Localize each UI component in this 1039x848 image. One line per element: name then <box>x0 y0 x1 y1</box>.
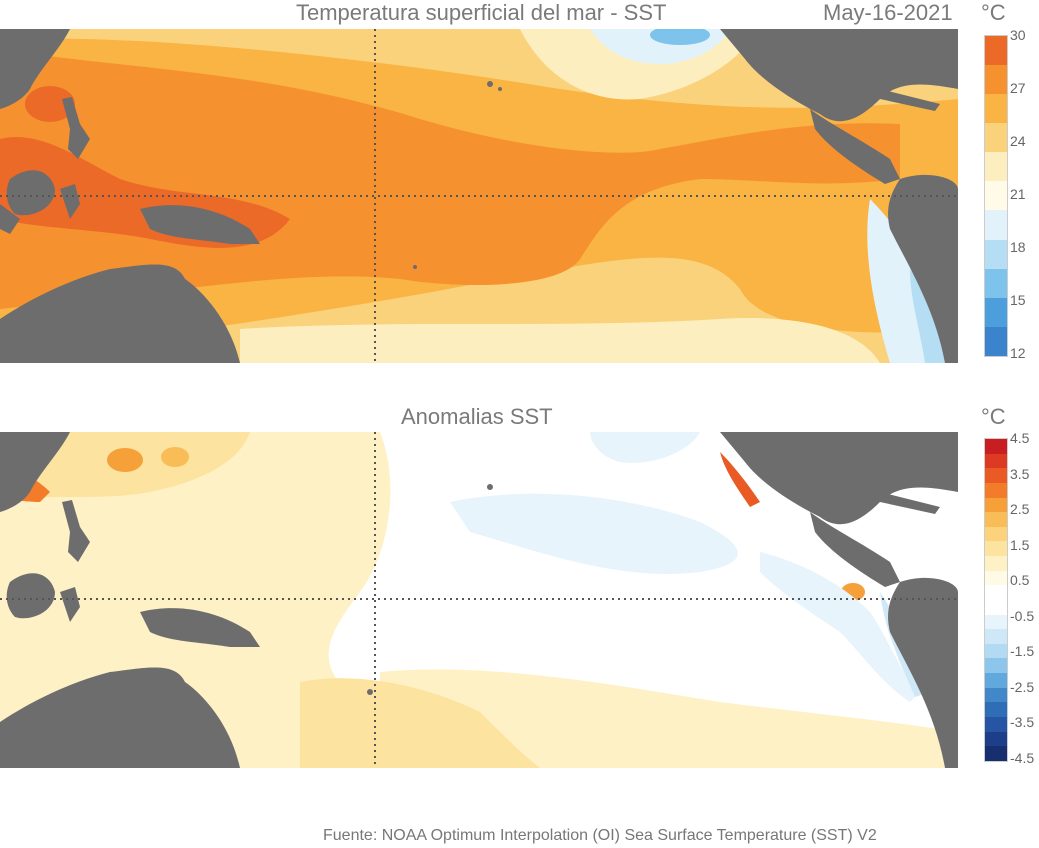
land-australia <box>0 667 240 768</box>
land-north-america <box>720 29 958 122</box>
colorbar-tick-label: 30 <box>1010 27 1026 43</box>
colorbar-swatch <box>985 673 1007 688</box>
sst-date: May-16-2021 <box>823 0 953 25</box>
land-hawaii-2 <box>498 87 502 91</box>
colorbar-tick-label: 24 <box>1010 133 1026 149</box>
colorbar-swatch <box>985 614 1007 630</box>
colorbar-swatch <box>985 512 1007 527</box>
colorbar-tick-label: -4.5 <box>1010 750 1035 766</box>
land-island <box>413 265 417 269</box>
colorbar-swatch <box>985 746 1007 761</box>
land-new-guinea <box>140 608 260 647</box>
colorbar-tick-label: 2.5 <box>1010 501 1030 518</box>
land-sumatra <box>0 204 20 234</box>
anomalies-title: Anomalias SST <box>401 404 553 429</box>
anomalies-unit: °C <box>981 404 1006 429</box>
colorbar-swatch <box>985 497 1007 513</box>
sst-warm-spot <box>25 86 75 122</box>
colorbar-tick-label: 12 <box>1010 345 1026 361</box>
anomalies-map <box>0 432 958 768</box>
land-asia <box>0 29 70 109</box>
colorbar-swatch <box>985 702 1007 717</box>
source-note: Fuente: NOAA Optimum Interpolation (OI) … <box>323 827 877 844</box>
colorbar-swatch <box>985 326 1007 356</box>
colorbar-swatch <box>985 731 1007 747</box>
colorbar-swatch <box>985 482 1007 498</box>
land-sulawesi <box>60 184 80 219</box>
colorbar-swatch <box>985 585 1007 600</box>
land-south-america <box>888 174 958 363</box>
colorbar-tick-label: 4.5 <box>1010 430 1030 446</box>
colorbar-tick-label: 0.5 <box>1010 572 1030 589</box>
colorbar-swatch <box>985 643 1007 659</box>
colorbar-swatch <box>985 210 1007 240</box>
land-asia <box>0 432 70 512</box>
land-south-america <box>888 577 958 768</box>
anom-warm-spot-1 <box>107 448 143 472</box>
land-cuba <box>880 492 940 514</box>
sst-cold-spot <box>650 29 710 45</box>
colorbar-tick-label: -3.5 <box>1010 714 1035 731</box>
colorbar-swatch <box>985 658 1007 673</box>
colorbar-swatch <box>985 570 1007 586</box>
land-north-america <box>720 432 958 525</box>
colorbar-tick-label: 18 <box>1010 239 1026 255</box>
colorbar-tick-label: 15 <box>1010 292 1026 308</box>
anom-warm-south <box>380 669 958 768</box>
colorbar-swatch <box>985 297 1007 327</box>
sst-map <box>0 29 958 363</box>
colorbar-tick-label: 1.5 <box>1010 536 1030 553</box>
colorbar-swatch <box>985 716 1007 732</box>
sst-colorbar <box>984 35 1008 357</box>
colorbar-swatch <box>985 36 1007 66</box>
colorbar-swatch <box>985 181 1007 211</box>
colorbar-swatch <box>985 599 1007 615</box>
land-borneo <box>6 573 55 619</box>
land-new-guinea <box>140 205 260 244</box>
colorbar-swatch <box>985 629 1007 644</box>
sst-unit: °C <box>981 0 1006 25</box>
anom-warm-spot-2 <box>161 447 189 467</box>
colorbar-tick-label: -0.5 <box>1010 607 1035 624</box>
land-cuba <box>880 89 940 111</box>
anom-cool-east <box>760 552 920 702</box>
colorbar-swatch <box>985 65 1007 95</box>
colorbar-tick-label: -1.5 <box>1010 643 1035 660</box>
land-philippines <box>62 97 90 159</box>
colorbar-swatch <box>985 556 1007 571</box>
colorbar-swatch <box>985 687 1007 703</box>
colorbar-swatch <box>985 526 1007 542</box>
land-hawaii <box>487 81 493 87</box>
colorbar-swatch <box>985 268 1007 298</box>
anom-warm-baja <box>720 452 760 507</box>
anom-warm-south-2 <box>300 678 540 768</box>
colorbar-swatch <box>985 239 1007 269</box>
land-philippines <box>62 500 90 562</box>
colorbar-tick-label: -2.5 <box>1010 678 1035 695</box>
land-central-america <box>810 512 900 587</box>
colorbar-swatch <box>985 152 1007 182</box>
land-central-america <box>810 109 900 184</box>
land-hawaii <box>487 484 493 490</box>
anom-cool-central <box>450 493 738 574</box>
colorbar-swatch <box>985 453 1007 469</box>
colorbar-swatch <box>985 468 1007 483</box>
land-sulawesi <box>60 587 80 622</box>
colorbar-swatch <box>985 439 1007 454</box>
colorbar-swatch <box>985 123 1007 153</box>
colorbar-tick-label: 27 <box>1010 80 1026 96</box>
land-australia <box>0 264 240 363</box>
land-borneo <box>6 170 55 216</box>
colorbar-swatch <box>985 541 1007 556</box>
sst-south-cool <box>240 318 880 363</box>
colorbar-swatch <box>985 94 1007 124</box>
colorbar-tick-label: 21 <box>1010 186 1026 202</box>
anom-cool-north <box>590 432 700 463</box>
sst-title: Temperatura superficial del mar - SST <box>296 0 667 25</box>
colorbar-tick-label: 3.5 <box>1010 465 1030 482</box>
anomalies-colorbar <box>984 438 1008 762</box>
land-island <box>367 689 373 695</box>
sst-warm-band-27-west <box>640 136 890 178</box>
